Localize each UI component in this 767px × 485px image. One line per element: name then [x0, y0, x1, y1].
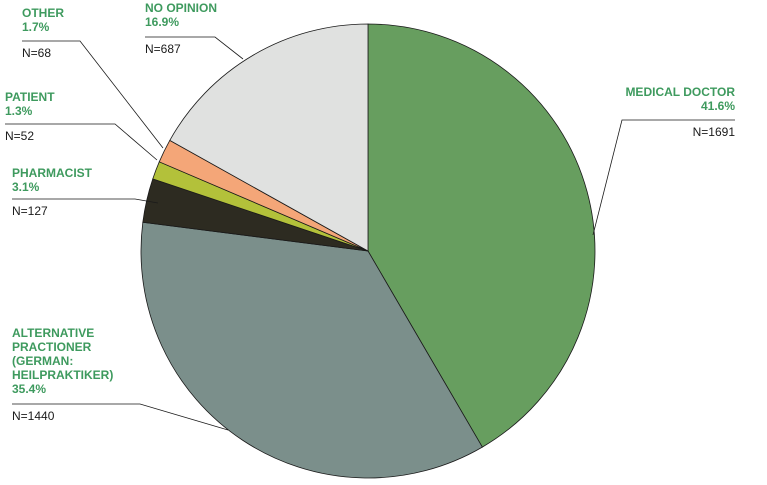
slice-count-label: N=1440	[12, 409, 55, 423]
slice-name-label: MEDICAL DOCTOR	[625, 85, 735, 99]
leader-line	[592, 119, 735, 236]
slice-name-label: PRACTIONER	[12, 340, 92, 354]
pie-slice-medical-doctor	[367, 23, 596, 448]
leader-line	[145, 36, 244, 60]
slice-name-label: OTHER	[22, 6, 64, 20]
pie-slice-alternative-practioner-german-heilpraktiker	[140, 221, 483, 479]
slice-count-label: N=127	[12, 204, 48, 218]
leader-line	[12, 198, 159, 204]
slice-count-label: N=52	[5, 129, 34, 143]
slice-percent-label: 1.3%	[5, 104, 33, 118]
slice-percent-label: 16.9%	[145, 15, 179, 29]
slice-name-label: PATIENT	[5, 90, 55, 104]
pie-slice-no-opinion	[169, 23, 369, 252]
slice-name-label: ALTERNATIVE	[12, 326, 94, 340]
slice-name-label: NO OPINION	[145, 1, 217, 15]
slice-name-label: HEILPRAKTIKER)	[12, 368, 113, 382]
leader-line	[5, 123, 158, 161]
pie-slices	[140, 23, 596, 479]
slice-name-label: PHARMACIST	[12, 166, 93, 180]
slice-count-label: N=1691	[693, 125, 736, 139]
slice-percent-label: 35.4%	[12, 382, 46, 396]
slice-name-label: (GERMAN:	[12, 354, 73, 368]
slice-percent-label: 1.7%	[22, 20, 50, 34]
leader-lines	[5, 36, 735, 431]
slice-percent-label: 41.6%	[701, 99, 735, 113]
slice-count-label: N=68	[22, 46, 51, 60]
slice-count-label: N=687	[145, 42, 181, 56]
slice-percent-label: 3.1%	[12, 180, 40, 194]
leader-line	[12, 403, 229, 431]
leader-line	[22, 40, 164, 149]
